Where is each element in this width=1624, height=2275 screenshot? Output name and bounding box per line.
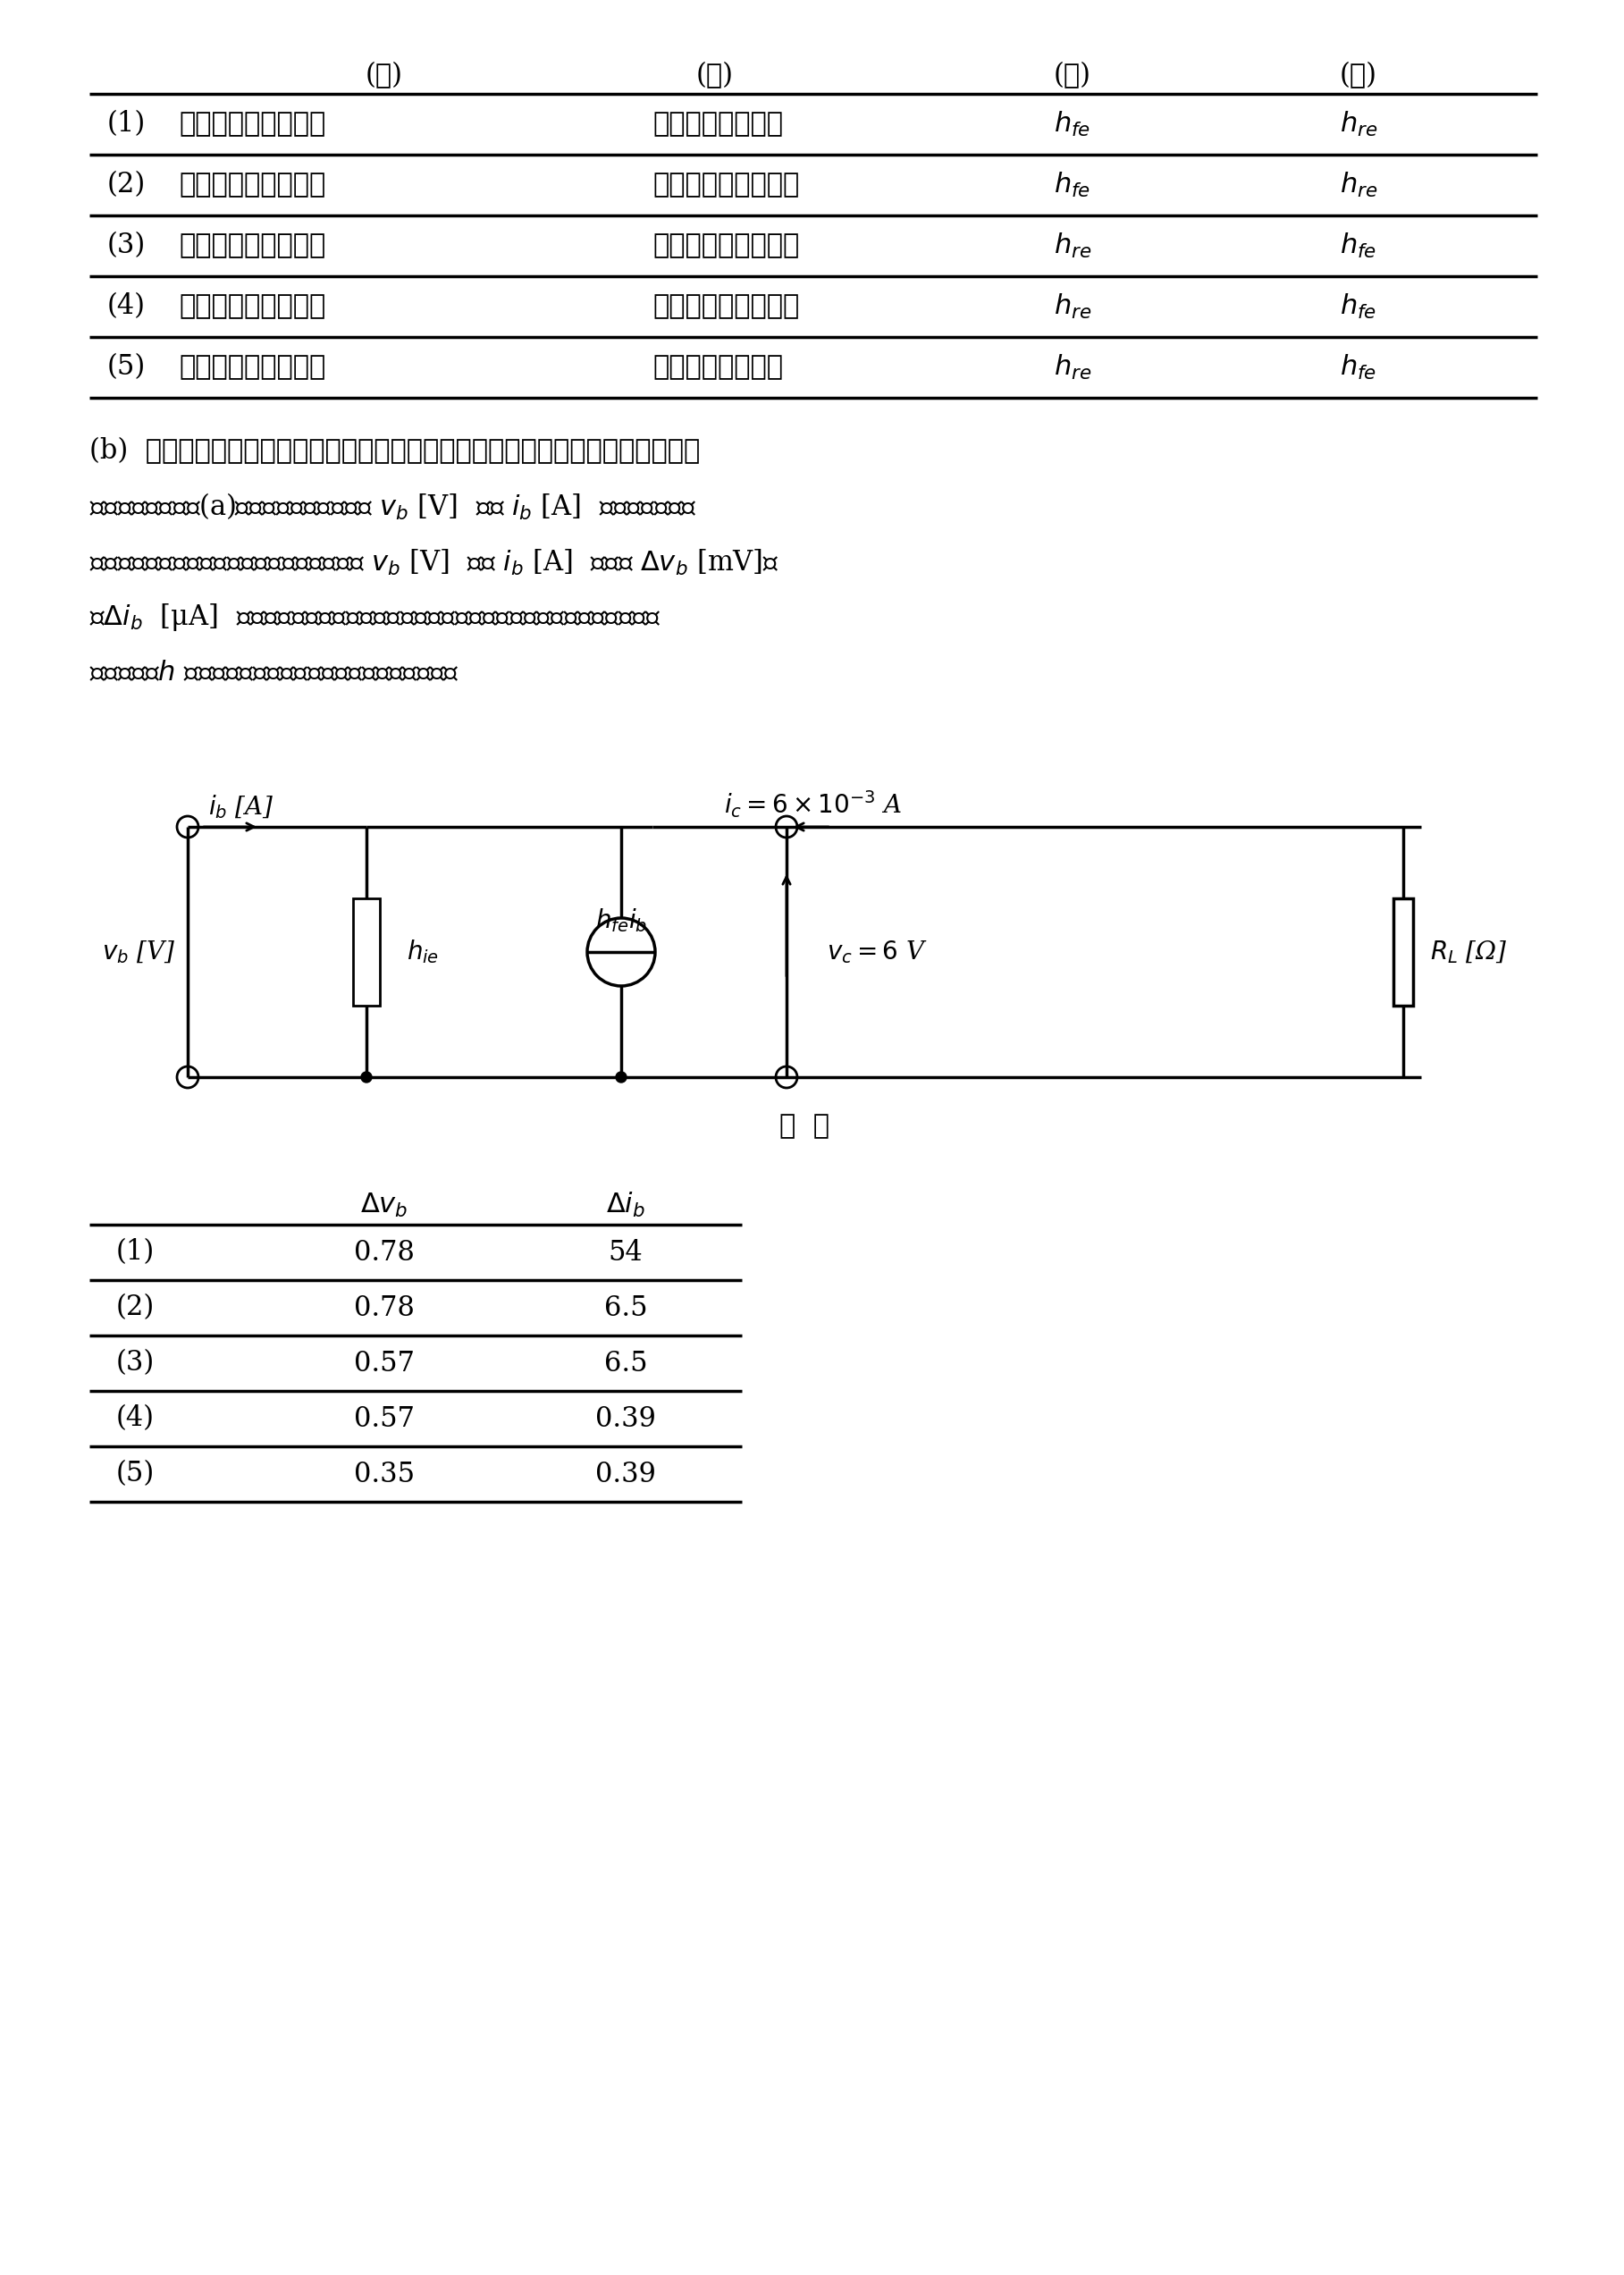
Text: (エ): (エ)	[1340, 61, 1377, 89]
Text: 6.5: 6.5	[604, 1349, 648, 1376]
Text: $h_{fe}$: $h_{fe}$	[1054, 171, 1091, 200]
Text: $v_c = 6$ V: $v_c = 6$ V	[827, 940, 927, 965]
Text: 0.57: 0.57	[354, 1404, 414, 1433]
Text: $i_b$ [A]: $i_b$ [A]	[208, 794, 274, 821]
Text: この場合，上記(a)の式①，②から求めた $v_b$ [V]  及び $i_b$ [A]  の値をそれぞれ: この場合，上記(a)の式①，②から求めた $v_b$ [V] 及び $i_b$ …	[89, 491, 697, 521]
Text: (イ): (イ)	[697, 61, 734, 89]
Text: 出力アドミタンス: 出力アドミタンス	[653, 353, 783, 382]
Text: 6.5: 6.5	[604, 1294, 648, 1322]
Text: $R_L$ [Ω]: $R_L$ [Ω]	[1431, 940, 1507, 965]
Text: $\Delta v_b$: $\Delta v_b$	[361, 1192, 408, 1219]
Text: $h_{fe}$: $h_{fe}$	[1340, 291, 1377, 321]
Text: $h_{re}$: $h_{re}$	[1340, 171, 1377, 200]
Text: $h_{re}$: $h_{re}$	[1054, 232, 1091, 259]
Text: 出力インピーダンス: 出力インピーダンス	[179, 293, 325, 321]
Text: $i_c = 6\times10^{-3}$ A: $i_c = 6\times10^{-3}$ A	[724, 789, 903, 819]
Text: (5): (5)	[107, 353, 146, 382]
Text: (2): (2)	[117, 1294, 154, 1322]
Text: 入力インピーダンス: 入力インピーダンス	[653, 232, 799, 259]
Text: (4): (4)	[107, 293, 146, 321]
Text: 出力インピーダンス: 出力インピーダンス	[653, 171, 799, 198]
Text: 54: 54	[609, 1238, 643, 1267]
Text: $v_b$ [V]: $v_b$ [V]	[102, 940, 175, 965]
Text: (1): (1)	[117, 1238, 154, 1267]
Text: 入力インピーダンス: 入力インピーダンス	[179, 111, 325, 139]
Text: (2): (2)	[107, 171, 146, 198]
Text: (3): (3)	[107, 232, 146, 259]
Text: (3): (3)	[117, 1349, 154, 1376]
Text: 0.57: 0.57	[354, 1349, 414, 1376]
Text: 0.78: 0.78	[354, 1238, 414, 1267]
Text: 0.35: 0.35	[354, 1461, 414, 1488]
Bar	[352, 899, 380, 1006]
Text: 0.39: 0.39	[596, 1461, 656, 1488]
Text: $h_{fe}$: $h_{fe}$	[1054, 109, 1091, 139]
Text: ただし，$h$ パラメータの値は表１に示された値とする。: ただし，$h$ パラメータの値は表１に示された値とする。	[89, 660, 460, 687]
Text: $\Delta i_b$: $\Delta i_b$	[606, 1190, 645, 1219]
Circle shape	[615, 1072, 627, 1083]
Text: $h_{ie}$: $h_{ie}$	[406, 937, 438, 967]
Text: $h_{fe}i_b$: $h_{fe}i_b$	[594, 908, 648, 935]
Text: 0.39: 0.39	[596, 1404, 656, 1433]
Text: 真の値としたとき，図２の回路から求めた $v_b$ [V]  及び $i_b$ [A]  の誤差 $\Delta v_b$ [mV]，: 真の値としたとき，図２の回路から求めた $v_b$ [V] 及び $i_b$ […	[89, 548, 780, 578]
Text: $h_{fe}$: $h_{fe}$	[1340, 232, 1377, 259]
Text: $\Delta i_b$  [μA]  の大きさとして，最も近いものを組み合わせたのは次のうちどれか。: $\Delta i_b$ [μA] の大きさとして，最も近いものを組み合わせたの…	[89, 603, 661, 632]
Text: 0.78: 0.78	[354, 1294, 414, 1322]
Text: (1): (1)	[107, 111, 146, 139]
Text: $h_{re}$: $h_{re}$	[1340, 109, 1377, 139]
Text: (4): (4)	[117, 1404, 154, 1433]
Text: 入力コンダクタンス: 入力コンダクタンス	[179, 171, 325, 198]
Bar	[1393, 899, 1413, 1006]
Circle shape	[361, 1072, 372, 1083]
Text: 出力アドミタンス: 出力アドミタンス	[653, 111, 783, 139]
Text: (b)  図１の回路の計算は，図２の簡易小信号等価回路を用いて行うことが多い。: (b) 図１の回路の計算は，図２の簡易小信号等価回路を用いて行うことが多い。	[89, 437, 700, 466]
Text: 図  ２: 図 ２	[780, 1112, 830, 1140]
Text: (ウ): (ウ)	[1054, 61, 1091, 89]
Text: 入力コンダクタンス: 入力コンダクタンス	[653, 293, 799, 321]
Text: $h_{re}$: $h_{re}$	[1054, 291, 1091, 321]
Text: $h_{fe}$: $h_{fe}$	[1340, 353, 1377, 382]
Text: 入力インピーダンス: 入力インピーダンス	[179, 353, 325, 382]
Text: $h_{re}$: $h_{re}$	[1054, 353, 1091, 382]
Text: 出力コンダクタンス: 出力コンダクタンス	[179, 232, 325, 259]
Text: (ア): (ア)	[365, 61, 403, 89]
Text: (5): (5)	[117, 1461, 154, 1488]
